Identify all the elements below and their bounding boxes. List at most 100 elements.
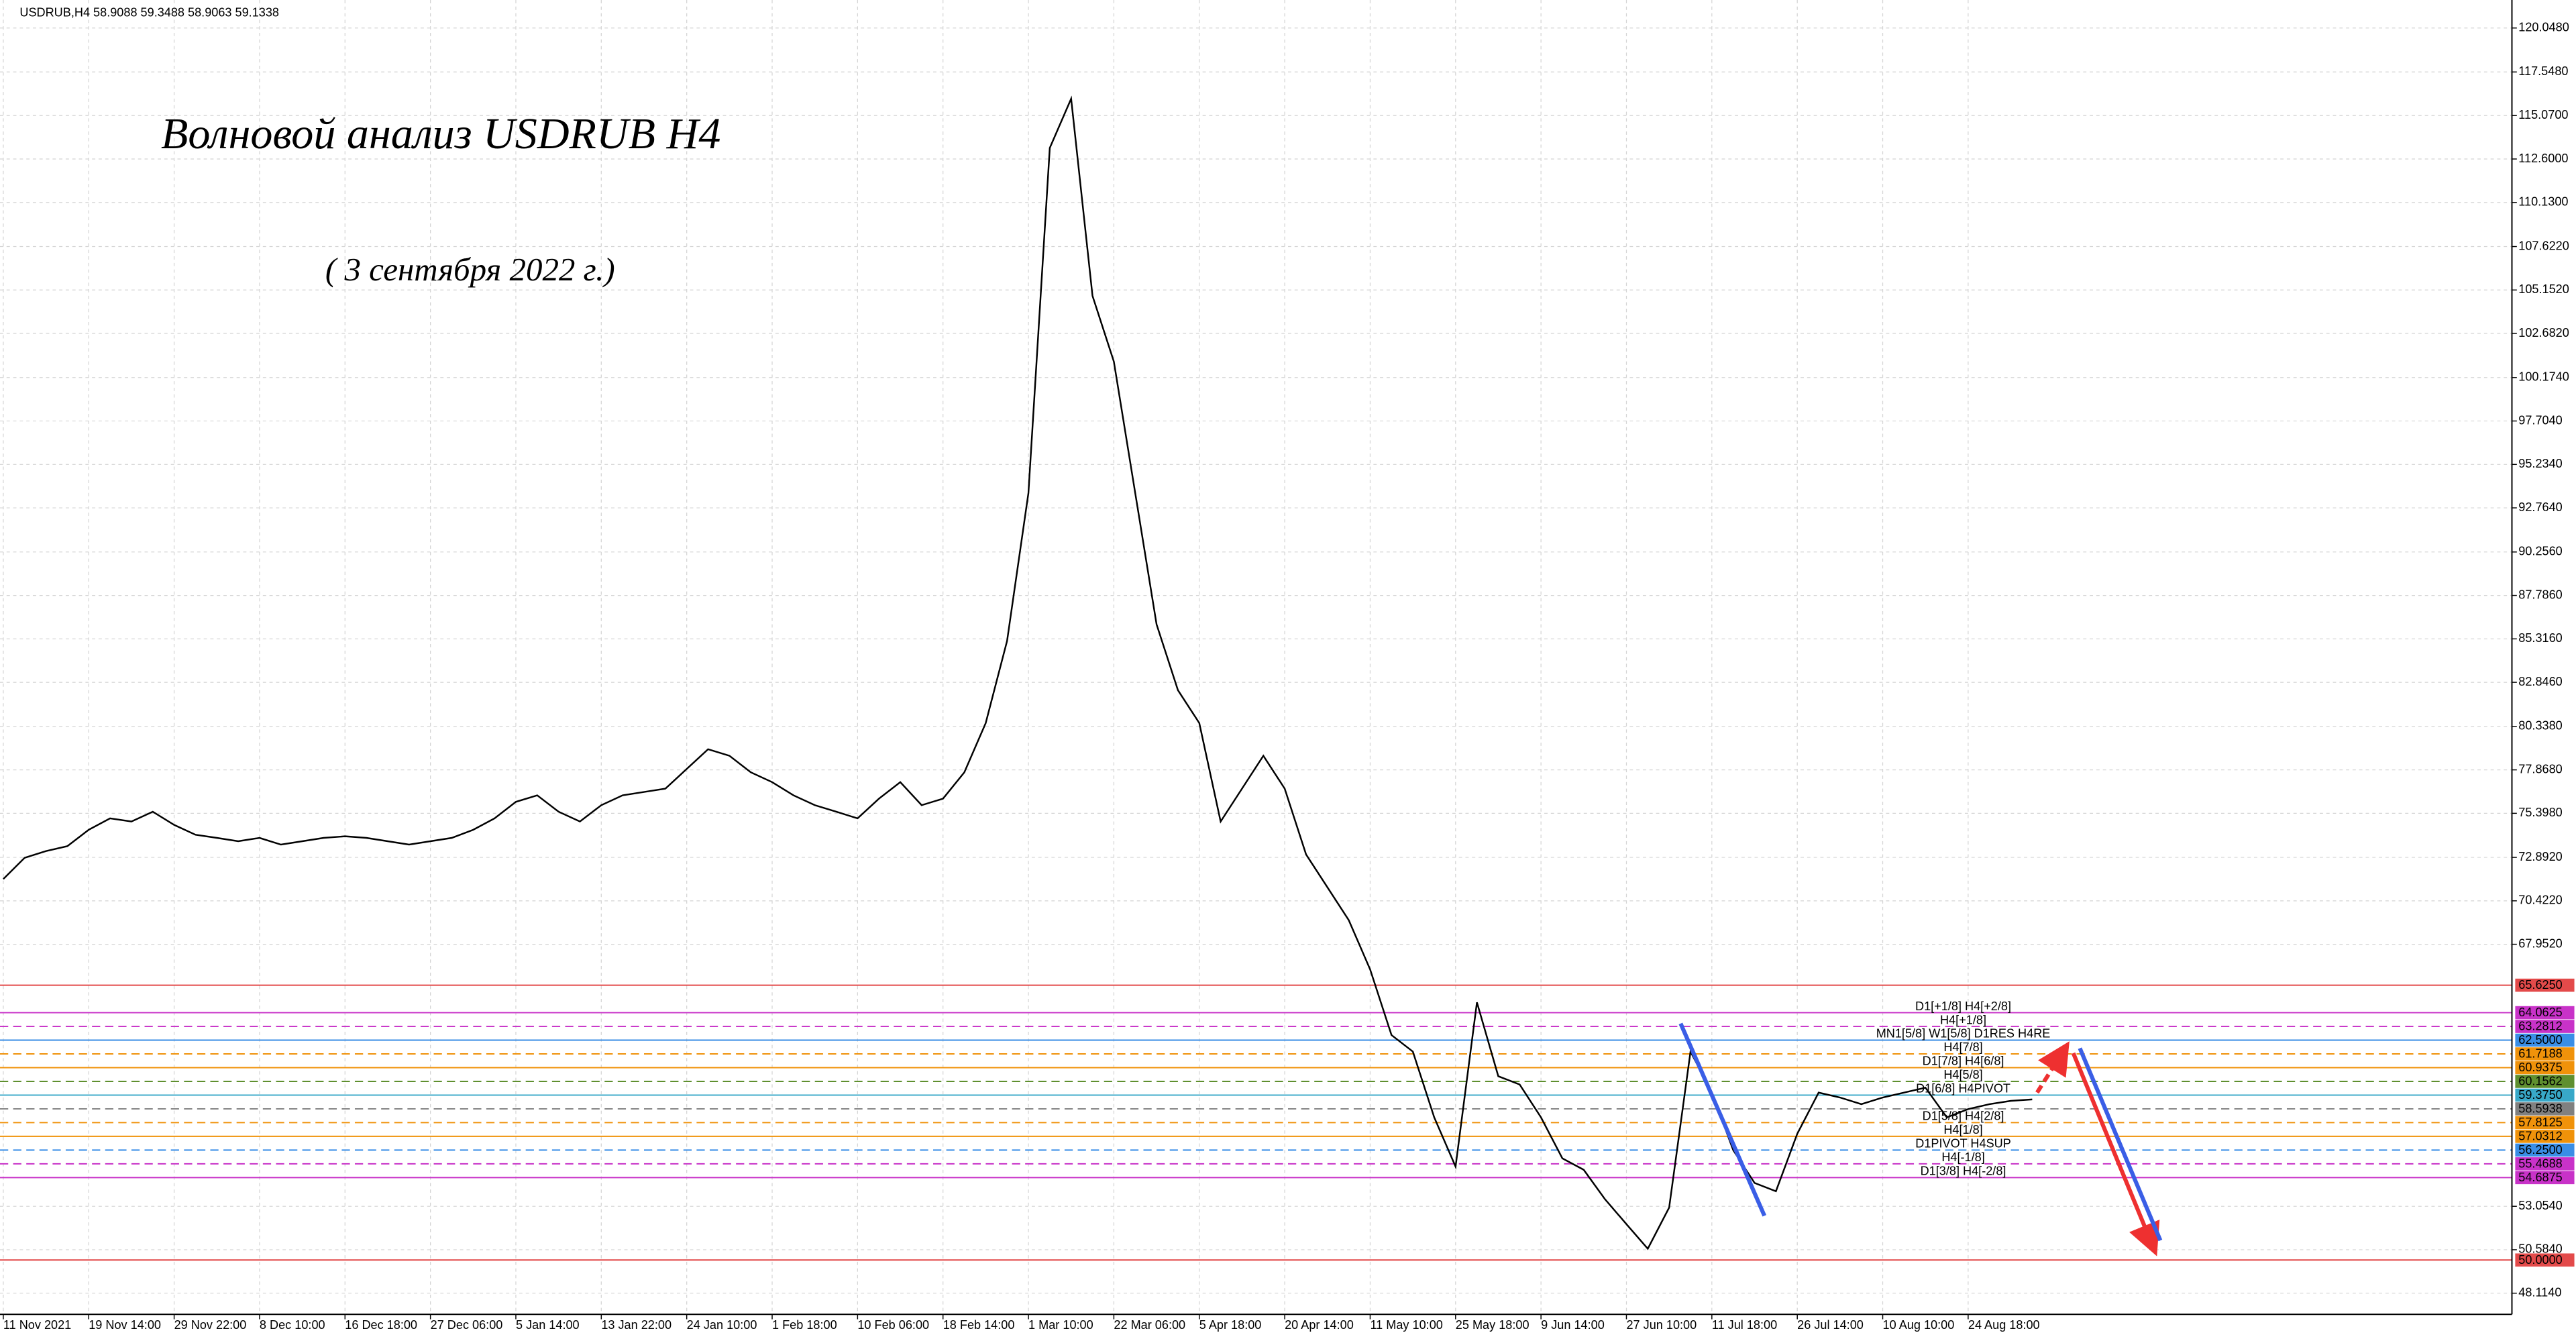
y-tick-label: 85.3160 bbox=[2518, 631, 2562, 645]
wave-line bbox=[1678, 1022, 1767, 1217]
x-tick-label: 10 Aug 10:00 bbox=[1883, 1318, 1955, 1332]
level-label: 57.8125 bbox=[2518, 1116, 2562, 1129]
level-label: 60.1562 bbox=[2518, 1074, 2562, 1087]
level-label: 63.2812 bbox=[2518, 1020, 2562, 1033]
level-label-bg bbox=[2515, 1075, 2575, 1088]
x-tick-label: 19 Nov 14:00 bbox=[89, 1318, 161, 1332]
axes: 120.0480 117.5480 115.0700 112.6000 110.1300… bbox=[3, 21, 2575, 1332]
x-tick-label: 29 Nov 22:00 bbox=[174, 1318, 247, 1332]
level-label-bg bbox=[2515, 1061, 2575, 1075]
x-tick-label: 13 Jan 22:00 bbox=[601, 1318, 672, 1332]
level-note: MN1[5/8] W1[5/8] D1RES H4RE bbox=[1876, 1027, 2051, 1040]
y-tick-label: 117.5480 bbox=[2518, 64, 2568, 78]
y-tick-label: 97.7040 bbox=[2518, 413, 2562, 427]
level-note: D1[3/8] H4[-2/8] bbox=[1921, 1165, 2006, 1178]
y-tick-label: 92.7640 bbox=[2518, 500, 2562, 514]
forecast-wave bbox=[2078, 1047, 2163, 1242]
level-label: 54.6875 bbox=[2518, 1171, 2562, 1184]
x-tick-label: 27 Jun 10:00 bbox=[1626, 1318, 1697, 1332]
level-note: H4[7/8] bbox=[1943, 1040, 1982, 1054]
y-tick-label: 80.3380 bbox=[2518, 719, 2562, 733]
x-tick-label: 11 Nov 2021 bbox=[3, 1318, 71, 1332]
forecast-up bbox=[2035, 1041, 2070, 1094]
y-tick-label: 70.4220 bbox=[2518, 894, 2562, 907]
level-label-bg bbox=[2515, 1006, 2575, 1020]
level-note: H4[5/8] bbox=[1943, 1068, 1982, 1081]
y-tick-label: 90.2560 bbox=[2518, 545, 2562, 558]
x-tick-label: 20 Apr 14:00 bbox=[1285, 1318, 1354, 1332]
header: USDRUB,H4 58.9088 59.3488 58.9063 59.133… bbox=[19, 5, 279, 19]
y-tick-label: 120.0480 bbox=[2518, 21, 2569, 34]
x-tick-label: 16 Dec 18:00 bbox=[345, 1318, 417, 1332]
level-label-bg bbox=[2515, 1102, 2575, 1116]
level-note: D1[6/8] H4PIVOT bbox=[1916, 1082, 2010, 1095]
y-tick-label: 95.2340 bbox=[2518, 457, 2562, 470]
level-label-bg bbox=[2515, 1143, 2575, 1157]
chart-subtitle: ( 3 сентября 2022 г.) bbox=[325, 251, 615, 288]
x-tick-label: 9 Jun 14:00 bbox=[1541, 1318, 1605, 1332]
x-tick-label: 27 Dec 06:00 bbox=[431, 1318, 503, 1332]
level-label-bg bbox=[2515, 1088, 2575, 1102]
level-label-bg bbox=[2515, 1130, 2575, 1143]
level-label: 60.9375 bbox=[2518, 1061, 2562, 1074]
level-label: 61.7188 bbox=[2518, 1047, 2562, 1061]
level-label-bg bbox=[2515, 1020, 2575, 1033]
x-tick-label: 22 Mar 06:00 bbox=[1114, 1318, 1185, 1332]
level-label-bg bbox=[2515, 1253, 2575, 1267]
x-tick-label: 18 Feb 14:00 bbox=[943, 1318, 1015, 1332]
y-tick-label: 67.9520 bbox=[2518, 936, 2562, 950]
x-tick-label: 5 Apr 18:00 bbox=[1199, 1318, 1262, 1332]
grid bbox=[0, 0, 2512, 1315]
x-tick-label: 11 May 10:00 bbox=[1370, 1318, 1442, 1332]
y-tick-label: 110.1300 bbox=[2518, 195, 2568, 209]
level-label: 58.5938 bbox=[2518, 1102, 2562, 1115]
x-tick-label: 8 Dec 10:00 bbox=[260, 1318, 325, 1332]
level-label-bg bbox=[2515, 1157, 2575, 1171]
level-note: D1PIVOT H4SUP bbox=[1915, 1137, 2011, 1150]
level-label: 62.5000 bbox=[2518, 1033, 2562, 1047]
forecast-down bbox=[2071, 1052, 2160, 1256]
level-label: 57.0312 bbox=[2518, 1129, 2562, 1142]
x-tick-label: 25 May 18:00 bbox=[1456, 1318, 1529, 1332]
x-tick-label: 24 Jan 10:00 bbox=[687, 1318, 757, 1332]
y-tick-label: 112.6000 bbox=[2518, 152, 2568, 165]
x-tick-label: 11 Jul 18:00 bbox=[1712, 1318, 1777, 1332]
level-note: H4[+1/8] bbox=[1940, 1013, 1986, 1026]
y-tick-label: 107.6220 bbox=[2518, 239, 2569, 252]
y-tick-label: 48.1140 bbox=[2518, 1285, 2561, 1299]
x-tick-label: 26 Jul 14:00 bbox=[1797, 1318, 1864, 1332]
y-tick-label: 77.8680 bbox=[2518, 762, 2562, 775]
level-label: 59.3750 bbox=[2518, 1088, 2562, 1102]
y-tick-label: 102.6820 bbox=[2518, 326, 2569, 339]
level-note: D1[7/8] H4[6/8] bbox=[1923, 1055, 2004, 1068]
level-label-bg bbox=[2515, 1171, 2575, 1185]
level-label-bg bbox=[2515, 1033, 2575, 1047]
y-tick-label: 82.8460 bbox=[2518, 675, 2562, 688]
level-label-bg bbox=[2515, 1116, 2575, 1130]
level-label-bg bbox=[2515, 978, 2575, 992]
y-tick-label: 50.5840 bbox=[2518, 1242, 2562, 1256]
level-label: 50.0000 bbox=[2518, 1253, 2562, 1267]
level-label: 65.6250 bbox=[2518, 978, 2562, 992]
x-tick-label: 24 Aug 18:00 bbox=[1968, 1318, 2040, 1332]
level-label-bg bbox=[2515, 1047, 2575, 1061]
level-note: D1[+1/8] H4[+2/8] bbox=[1915, 1000, 2011, 1013]
level-note: H4[1/8] bbox=[1943, 1123, 1982, 1136]
y-tick-label: 72.8920 bbox=[2518, 850, 2562, 863]
y-tick-label: 75.3980 bbox=[2518, 806, 2562, 819]
y-tick-label: 105.1520 bbox=[2518, 282, 2569, 296]
y-tick-label: 53.0540 bbox=[2518, 1199, 2562, 1212]
x-tick-label: 5 Jan 14:00 bbox=[516, 1318, 580, 1332]
y-tick-label: 87.7860 bbox=[2518, 588, 2562, 601]
y-tick-label: 100.1740 bbox=[2518, 370, 2569, 384]
x-tick-label: 1 Mar 10:00 bbox=[1028, 1318, 1093, 1332]
x-tick-label: 1 Feb 18:00 bbox=[772, 1318, 837, 1332]
level-note: H4[-1/8] bbox=[1941, 1150, 1984, 1164]
chart-title: Волновой анализ USDRUB H4 bbox=[161, 109, 720, 158]
level-label: 55.4688 bbox=[2518, 1157, 2562, 1170]
y-tick-label: 115.0700 bbox=[2518, 108, 2568, 121]
x-tick-label: 10 Feb 06:00 bbox=[857, 1318, 929, 1332]
